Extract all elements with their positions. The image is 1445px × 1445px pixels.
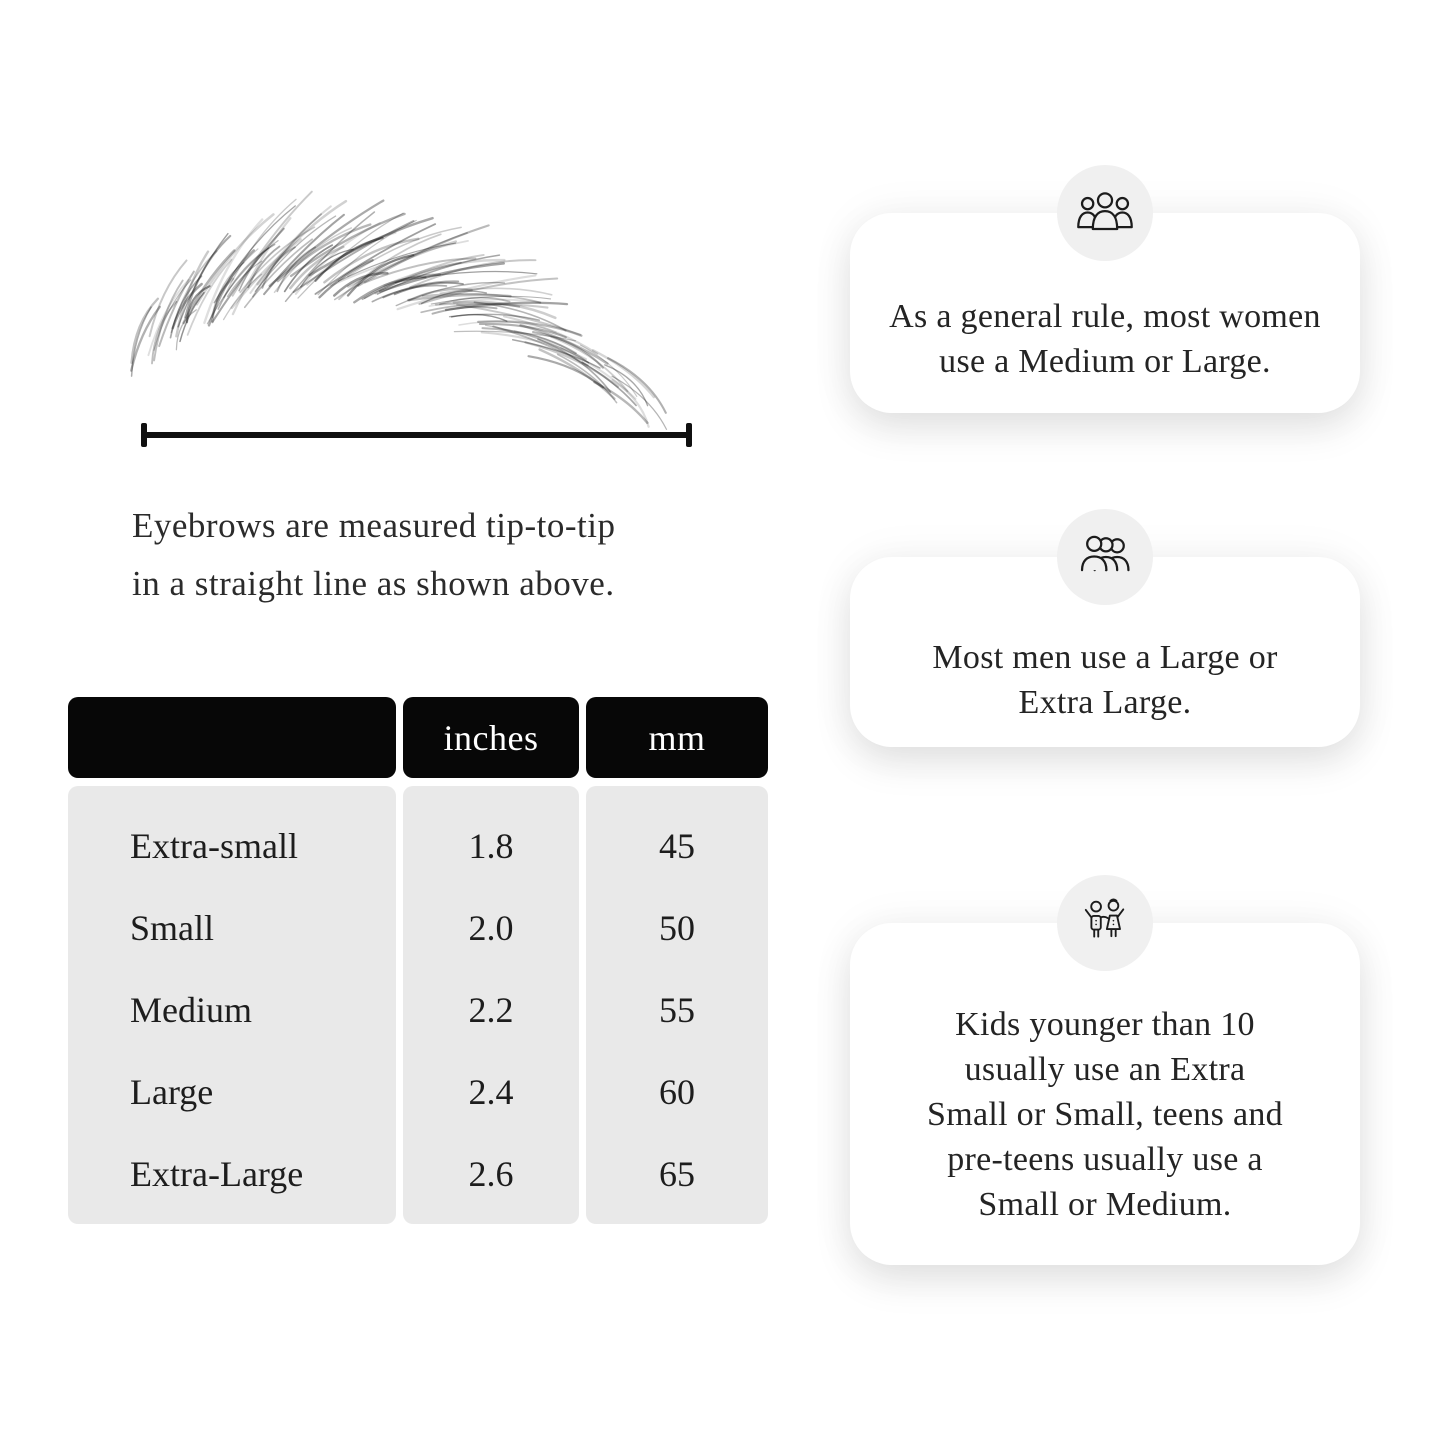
table-column-mm: 45 50 55 60 65: [586, 786, 768, 1224]
measurement-caption: Eyebrows are measured tip-to-tip in a st…: [132, 497, 615, 613]
caption-line-1: Eyebrows are measured tip-to-tip: [132, 506, 616, 545]
size-label: Extra-Large: [130, 1154, 304, 1194]
measurement-tick-left: [141, 423, 147, 447]
size-label: Medium: [130, 990, 252, 1030]
card-text-line: Most men use a Large or: [932, 639, 1278, 676]
card-text-line: usually use an Extra: [964, 1050, 1246, 1088]
women-group-icon: [1077, 192, 1133, 231]
size-table: inches mm Extra-small Small Medium Large…: [68, 697, 768, 1224]
kids-icon: [1084, 898, 1125, 938]
info-card-kids: Kids younger than 10 usually use an Extr…: [850, 875, 1360, 1265]
inches-value: 2.6: [468, 1154, 514, 1194]
mm-value: 45: [659, 826, 695, 866]
table-header-mm: mm: [586, 697, 768, 778]
card-icon-badge: [1057, 509, 1153, 605]
mm-value: 55: [659, 990, 695, 1030]
card-text: Most men use a Large or Extra Large.: [850, 557, 1360, 747]
card-text-line: Small or Small, teens and: [927, 1095, 1283, 1133]
eyebrow-illustration: [130, 190, 668, 430]
inches-value: 1.8: [468, 826, 514, 866]
inches-value: 2.2: [468, 990, 514, 1030]
info-card-men: Most men use a Large or Extra Large.: [850, 509, 1360, 747]
card-icon-badge: [1057, 875, 1153, 971]
card-text-line: pre-teens usually use a: [947, 1140, 1263, 1178]
mm-value: 60: [659, 1072, 695, 1112]
card-text: Kids younger than 10 usually use an Extr…: [850, 923, 1360, 1265]
info-card-women: As a general rule, most women use a Medi…: [850, 165, 1360, 413]
table-column-inches: 1.8 2.0 2.2 2.4 2.6: [403, 786, 579, 1224]
mm-value: 65: [659, 1154, 695, 1194]
inches-value: 2.4: [468, 1072, 514, 1112]
table-column-size-labels: Extra-small Small Medium Large Extra-Lar…: [68, 786, 396, 1224]
caption-line-2: in a straight line as shown above.: [132, 564, 615, 603]
card-icon-badge: [1057, 165, 1153, 261]
size-label: Large: [130, 1072, 214, 1112]
card-text-line: use a Medium or Large.: [939, 343, 1271, 380]
size-label: Small: [130, 908, 215, 948]
measurement-tick-right: [686, 423, 692, 447]
card-text-line: Extra Large.: [1018, 684, 1192, 721]
inches-value: 2.0: [468, 908, 514, 948]
men-group-icon: [1080, 535, 1130, 572]
table-header-blank: [68, 697, 396, 778]
size-label: Extra-small: [130, 826, 298, 866]
mm-value: 50: [659, 908, 695, 948]
table-header-inches: inches: [403, 697, 579, 778]
card-text-line: Small or Medium.: [978, 1185, 1232, 1223]
card-text: As a general rule, most women use a Medi…: [850, 213, 1360, 413]
measurement-line: [141, 423, 692, 447]
card-text-line: Kids younger than 10: [955, 1005, 1255, 1043]
card-text-line: As a general rule, most women: [889, 298, 1321, 335]
